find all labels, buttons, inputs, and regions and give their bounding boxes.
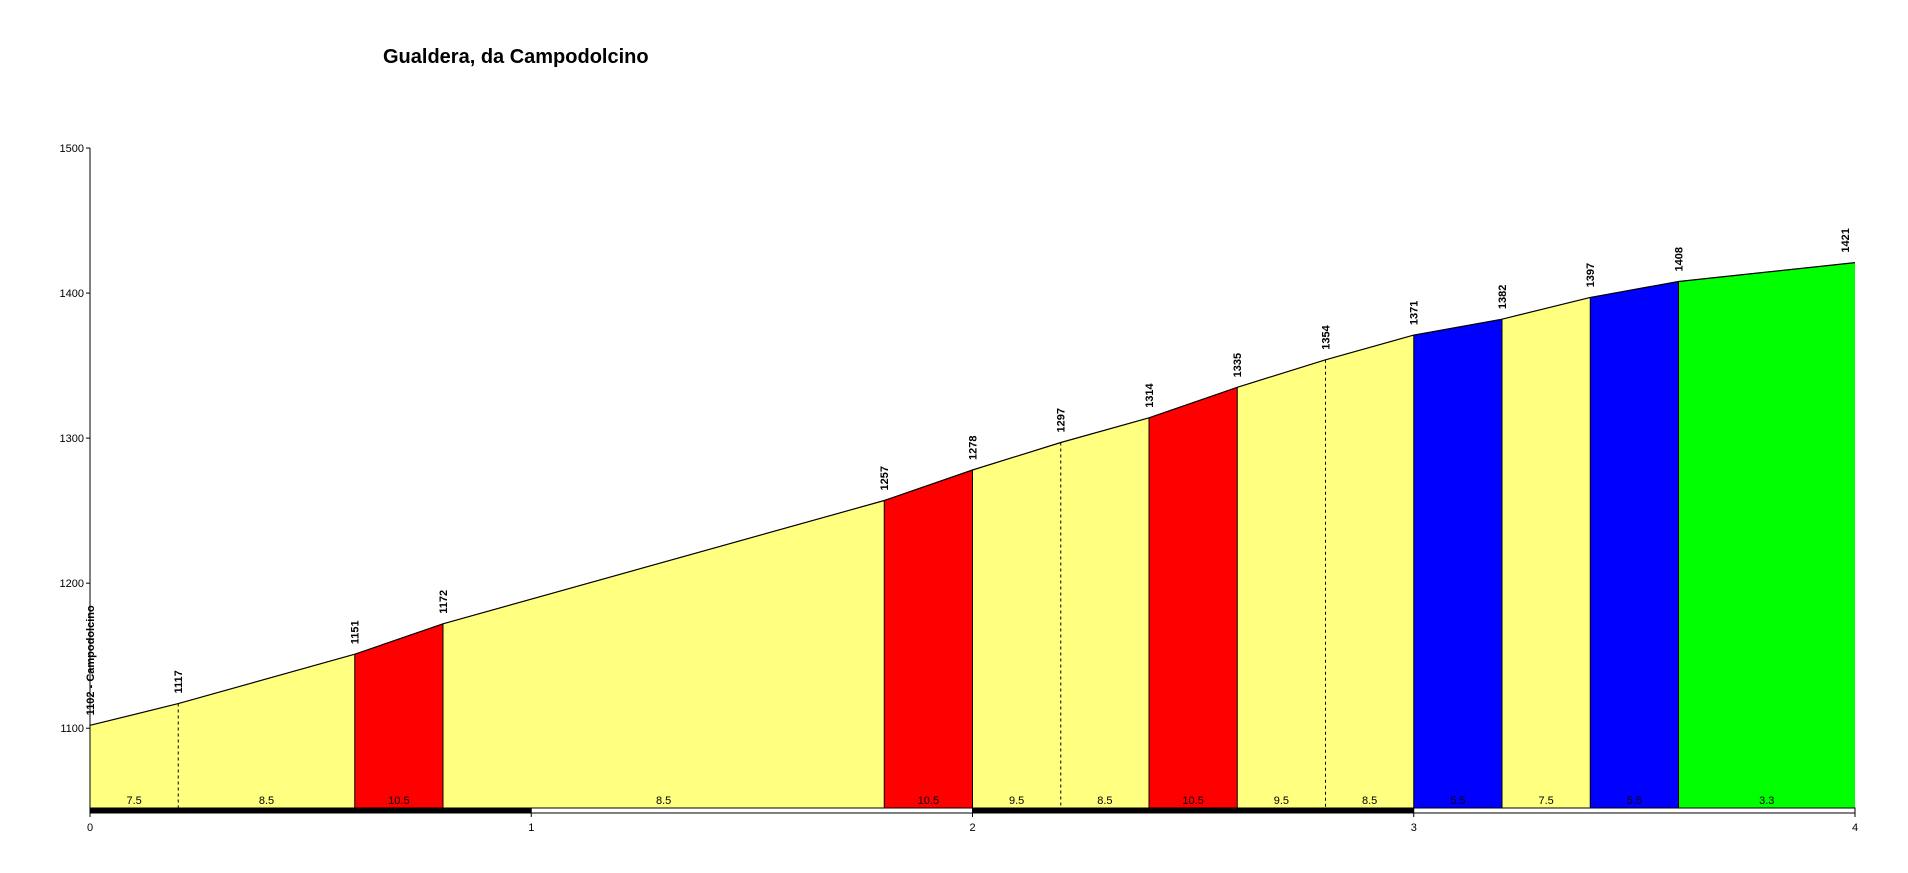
- elevation-label: 1408: [1674, 247, 1686, 271]
- elevation-label: 1421: [1840, 228, 1852, 252]
- segment-area-11: [1502, 297, 1591, 808]
- km-bar-segment-2: [972, 807, 1415, 814]
- gradient-label: 8.5: [1362, 795, 1377, 807]
- gradient-label: 5.5: [1450, 795, 1465, 807]
- elevation-label: 1151: [350, 620, 362, 644]
- elevation-label: 1102 - Campodolcino: [85, 605, 97, 715]
- gradient-label: 10.5: [388, 795, 409, 807]
- elevation-label: 1335: [1232, 353, 1244, 377]
- gradient-label: 10.5: [1182, 795, 1203, 807]
- gradient-label: 7.5: [126, 795, 141, 807]
- segment-area-8: [1237, 359, 1326, 808]
- gradient-label: 8.5: [656, 795, 671, 807]
- segment-dividers: [177, 281, 1679, 808]
- gradient-label: 5.5: [1627, 795, 1642, 807]
- elevation-label: 1278: [968, 436, 980, 460]
- elevation-label: 1354: [1321, 324, 1333, 349]
- km-bar-segment-3: [1413, 807, 1856, 814]
- gradient-label: 8.5: [1097, 795, 1112, 807]
- segment-area-4: [884, 470, 973, 808]
- gradient-areas: [90, 262, 1855, 809]
- km-bar: [89, 807, 1856, 814]
- segment-area-2: [354, 623, 443, 808]
- gradient-label: 10.5: [918, 795, 939, 807]
- segment-area-6: [1060, 417, 1149, 808]
- segment-area-0: [90, 703, 179, 808]
- chart-title: Gualdera, da Campodolcino: [383, 46, 649, 68]
- elevation-label: 1117: [173, 670, 185, 693]
- y-tick-label: 1200: [60, 578, 84, 590]
- y-tick-label: 1400: [60, 288, 84, 300]
- y-tick-label: 1100: [60, 723, 84, 735]
- km-bar-segment-0: [89, 807, 532, 814]
- segment-area-13: [1678, 262, 1855, 809]
- segment-area-3: [443, 500, 885, 808]
- gradient-label: 8.5: [259, 795, 274, 807]
- elevation-label: 1382: [1497, 285, 1509, 309]
- segment-area-12: [1590, 281, 1679, 808]
- gradient-label: 7.5: [1538, 795, 1553, 807]
- x-tick-label: 3: [1411, 822, 1417, 834]
- elevation-label: 1371: [1409, 301, 1421, 325]
- gradient-labels: 7.5 8.5 10.5 8.5 10.5 9.5 8.5 10.5 9.5 8.5 5.5 7.5 5…: [126, 795, 1774, 807]
- segment-area-7: [1149, 387, 1238, 808]
- gradient-label: 3.3: [1759, 795, 1774, 807]
- gradient-label: 9.5: [1009, 795, 1024, 807]
- y-tick-label: 1300: [60, 433, 84, 445]
- elevation-label: 1172: [438, 590, 450, 614]
- profile-line: [89, 262, 1856, 726]
- gradient-label: 9.5: [1274, 795, 1289, 807]
- segment-area-10: [1413, 319, 1502, 808]
- x-tick-label: 4: [1852, 822, 1858, 834]
- elevation-label: 1397: [1585, 263, 1597, 287]
- y-tick-label: 1500: [60, 143, 84, 155]
- km-bar-segment-1: [530, 807, 973, 814]
- segment-area-1: [178, 654, 355, 808]
- segment-area-9: [1325, 335, 1414, 808]
- x-tick-label: 0: [87, 822, 93, 834]
- x-axis-ticks: 0 1 2 3 4: [87, 813, 1858, 834]
- elevation-label: 1314: [1144, 382, 1156, 407]
- elevation-label: 1257: [879, 466, 891, 490]
- y-axis-ticks: 1100 1200 1300 1400 1500: [60, 143, 90, 735]
- elevation-labels: 1102 - Campodolcino 1117 1151 1172 1257 1278 1…: [85, 228, 1852, 715]
- x-tick-label: 2: [969, 822, 975, 834]
- x-tick-label: 1: [528, 822, 534, 834]
- elevation-label: 1297: [1056, 408, 1068, 432]
- segment-area-5: [972, 442, 1061, 808]
